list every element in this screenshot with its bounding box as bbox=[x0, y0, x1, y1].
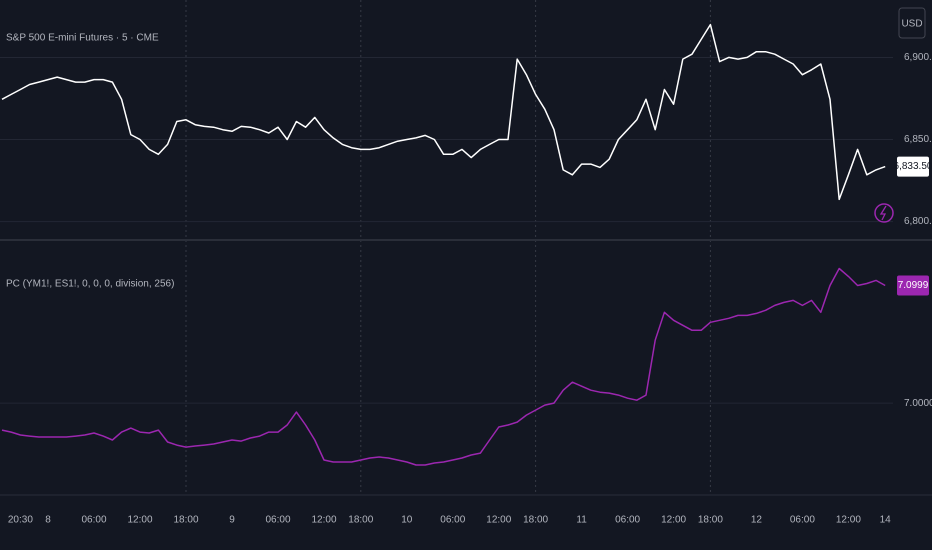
x-tick-label: 18:00 bbox=[698, 515, 723, 526]
indicator-title: PC (YM1!, ES1!, 0, 0, 0, division, 256) bbox=[6, 279, 174, 290]
x-tick-label: 06:00 bbox=[81, 515, 106, 526]
x-tick-label: 9 bbox=[229, 515, 235, 526]
x-tick-label: 12:00 bbox=[836, 515, 861, 526]
x-tick-label: 12:00 bbox=[311, 515, 336, 526]
currency-button[interactable] bbox=[898, 7, 926, 39]
x-tick-label: 12:00 bbox=[661, 515, 686, 526]
series-line bbox=[1, 267, 886, 466]
alert-icon[interactable] bbox=[874, 203, 894, 223]
x-tick-label: 20:30 bbox=[8, 515, 33, 526]
chart-title: S&P 500 E-mini Futures · 5 · CME bbox=[6, 33, 159, 44]
x-tick-label: 18:00 bbox=[523, 515, 548, 526]
x-tick-label: 10 bbox=[401, 515, 413, 526]
last-value-label: 6,833.50 bbox=[894, 161, 932, 172]
y-tick-label: 6,900.00 bbox=[904, 52, 932, 63]
x-tick-label: 12:00 bbox=[127, 515, 152, 526]
y-tick-label: 7.0000 bbox=[904, 398, 932, 409]
currency-label[interactable]: USD bbox=[901, 19, 922, 30]
x-tick-label: 8 bbox=[45, 515, 51, 526]
y-tick-label: 6,850.00 bbox=[904, 134, 932, 145]
last-value-label: 7.0999 bbox=[898, 280, 929, 291]
x-tick-label: 06:00 bbox=[790, 515, 815, 526]
x-tick-label: 12:00 bbox=[486, 515, 511, 526]
last-value-box bbox=[897, 156, 929, 177]
last-value-box bbox=[897, 275, 929, 296]
x-tick-label: 11 bbox=[576, 515, 587, 526]
series-line bbox=[1, 23, 886, 201]
x-tick-label: 18:00 bbox=[173, 515, 198, 526]
alert-bolt bbox=[879, 205, 887, 221]
x-tick-label: 14 bbox=[880, 515, 892, 526]
x-tick-label: 12 bbox=[751, 515, 763, 526]
y-tick-label: 6,800.00 bbox=[904, 216, 932, 227]
x-tick-label: 06:00 bbox=[265, 515, 290, 526]
x-tick-label: 06:00 bbox=[615, 515, 640, 526]
x-tick-label: 18:00 bbox=[348, 515, 373, 526]
x-tick-label: 06:00 bbox=[440, 515, 465, 526]
